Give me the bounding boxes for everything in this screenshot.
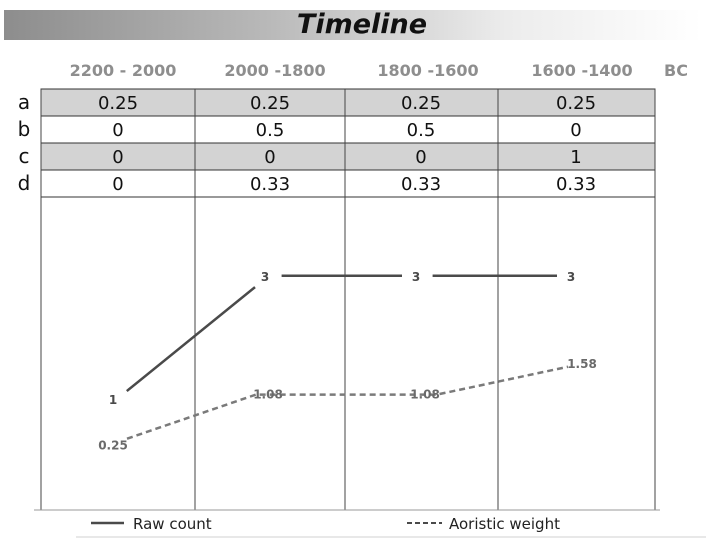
table-cell: 0.33	[401, 174, 441, 195]
table-row	[40, 142, 656, 171]
raw-count-point-label: 3	[567, 270, 575, 284]
aoristic-weight-point-label: 1.08	[410, 388, 440, 402]
table-cell: 0	[264, 147, 275, 168]
series-lines: 1 3 3 3 0.25 1.08 1.08 1.58	[98, 270, 597, 453]
table-cell: 0	[112, 120, 123, 141]
legend: Raw count Aoristic weight	[91, 515, 560, 533]
table-cell: 0	[112, 147, 123, 168]
column-header: 2200 - 2000	[70, 61, 177, 80]
aoristic-weight-point-label: 1.08	[253, 388, 283, 402]
table-cell: 0.25	[401, 93, 441, 114]
table-cell: 0	[112, 174, 123, 195]
column-header: 2000 -1800	[224, 61, 325, 80]
table-cell: 0.33	[556, 174, 596, 195]
raw-count-point-label: 3	[261, 270, 269, 284]
raw-count-segment	[126, 286, 256, 393]
row-label: c	[19, 144, 30, 168]
column-header: 1800 -1600	[377, 61, 478, 80]
table-cell: 1	[570, 147, 581, 168]
aoristic-weight-line	[126, 365, 569, 440]
raw-count-point-label: 1	[109, 393, 117, 407]
table-cell: 0.25	[98, 93, 138, 114]
column-header: 1600 -1400	[531, 61, 632, 80]
table-cell: 0.25	[250, 93, 290, 114]
raw-count-point-label: 3	[412, 270, 420, 284]
title-bar: Timeline	[4, 10, 702, 40]
table-cell: 0.5	[256, 120, 285, 141]
table-cell: 0	[415, 147, 426, 168]
data-table: 2200 - 2000 2000 -1800 1800 -1600 1600 -140…	[18, 61, 688, 198]
chart-title: Timeline	[296, 9, 428, 40]
grid-lines	[34, 89, 706, 538]
axis-unit-label: BC	[664, 61, 688, 80]
table-row	[40, 115, 656, 144]
table-cell: 0.25	[556, 93, 596, 114]
aoristic-weight-point-label: 1.58	[567, 357, 597, 371]
row-label: a	[18, 90, 30, 114]
table-cell: 0	[570, 120, 581, 141]
legend-label-raw-count: Raw count	[133, 515, 212, 533]
row-label: b	[18, 117, 31, 141]
aoristic-weight-point-label: 0.25	[98, 439, 128, 453]
table-cell: 0.5	[407, 120, 436, 141]
row-label: d	[18, 171, 31, 195]
legend-label-aoristic-weight: Aoristic weight	[449, 515, 560, 533]
table-cell: 0.33	[250, 174, 290, 195]
